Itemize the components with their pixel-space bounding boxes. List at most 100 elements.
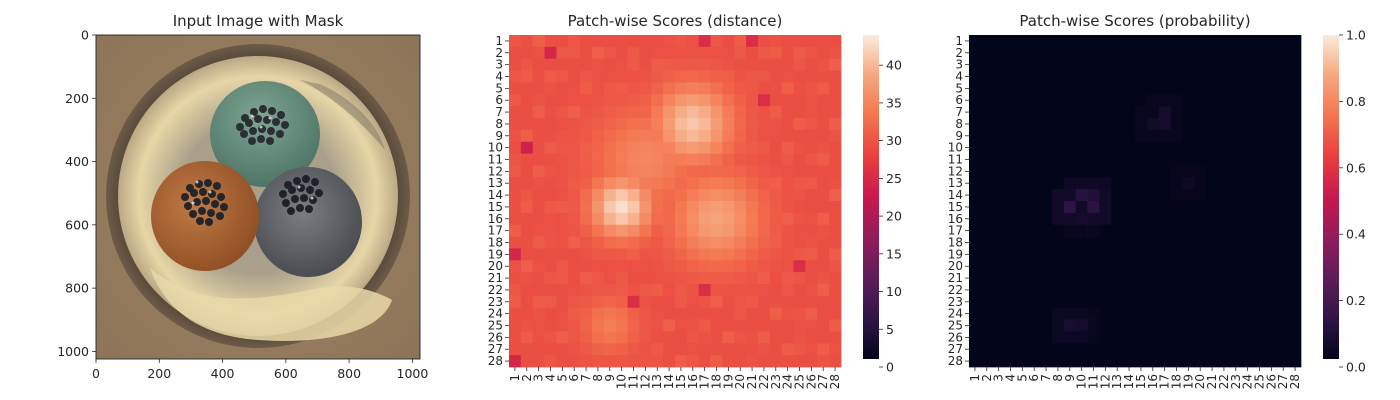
probability-cell xyxy=(1040,165,1053,178)
probability-cell xyxy=(1004,94,1017,107)
input-image xyxy=(96,35,420,359)
distance-colorbar-tick-label: 30 xyxy=(886,133,902,148)
distance-cell xyxy=(793,260,806,273)
distance-cell xyxy=(805,248,818,261)
probability-cell xyxy=(1040,295,1053,309)
distance-cell xyxy=(568,58,581,71)
probability-cell xyxy=(1206,307,1219,320)
distance-cell xyxy=(544,35,557,48)
distance-cell xyxy=(781,272,794,285)
probability-y-tick-label: 9 xyxy=(955,129,963,143)
distance-cell xyxy=(722,153,735,166)
probability-cell xyxy=(969,248,982,261)
probability-cell xyxy=(1004,236,1017,249)
distance-cell xyxy=(781,106,794,119)
probability-cell xyxy=(1052,141,1065,154)
distance-cell xyxy=(580,331,593,344)
distance-cell xyxy=(580,248,593,261)
probability-cell xyxy=(1158,70,1171,83)
probability-cell xyxy=(1182,189,1195,202)
probability-cell xyxy=(1028,141,1041,154)
distance-cell xyxy=(568,260,581,273)
distance-cell xyxy=(592,212,605,226)
probability-cell xyxy=(1182,118,1195,131)
distance-cell xyxy=(544,118,557,131)
distance-colorbar-tick-label: 25 xyxy=(886,171,902,186)
distance-cell xyxy=(829,248,842,261)
image-y-tick-label: 200 xyxy=(65,91,89,106)
distance-cell xyxy=(675,141,688,154)
distance-cell xyxy=(544,212,557,226)
distance-cell xyxy=(686,141,700,154)
probability-x-tick-label: 2 xyxy=(980,374,994,382)
probability-y-tick-label: 16 xyxy=(948,212,963,226)
probability-cell xyxy=(1170,201,1183,214)
distance-heatmap xyxy=(509,35,842,368)
probability-cell xyxy=(980,212,994,226)
distance-cell xyxy=(829,141,842,154)
distance-cell xyxy=(592,153,605,166)
probability-cell xyxy=(1289,35,1302,48)
probability-cell xyxy=(1099,106,1112,119)
distance-cell xyxy=(663,46,676,60)
probability-cell xyxy=(1253,82,1266,95)
distance-cell xyxy=(686,70,700,83)
probability-cell xyxy=(1170,307,1183,320)
probability-cell xyxy=(1087,248,1100,261)
distance-cell xyxy=(746,260,759,273)
distance-cell xyxy=(793,284,806,297)
distance-cell xyxy=(829,118,842,131)
probability-cell xyxy=(1004,295,1017,309)
distance-cell xyxy=(663,129,676,143)
distance-cell xyxy=(592,106,605,119)
distance-cell xyxy=(580,272,593,285)
distance-cell xyxy=(520,331,534,344)
distance-cell xyxy=(793,295,806,309)
probability-cell xyxy=(1265,319,1278,332)
probability-cell xyxy=(1158,260,1171,273)
distance-cell xyxy=(556,236,569,249)
distance-cell xyxy=(769,165,783,178)
distance-x-tick-label: 13 xyxy=(650,374,664,389)
distance-cell xyxy=(627,272,640,285)
probability-cell xyxy=(1146,46,1160,60)
probability-cell xyxy=(1218,307,1231,320)
probability-cell xyxy=(1052,70,1065,83)
distance-cell xyxy=(627,260,640,273)
distance-cell xyxy=(817,189,830,202)
probability-cell xyxy=(1170,260,1183,273)
distance-cell xyxy=(568,355,581,368)
distance-cell xyxy=(734,35,747,48)
distance-cell xyxy=(769,343,783,356)
probability-cell xyxy=(1253,248,1266,261)
probability-cell xyxy=(1111,355,1124,368)
distance-cell xyxy=(734,295,747,309)
probability-cell xyxy=(1182,212,1195,226)
probability-x-tick-label: 1 xyxy=(968,374,982,382)
distance-y-tick-label: 25 xyxy=(488,319,503,333)
probability-cell xyxy=(1099,177,1112,190)
probability-cell xyxy=(1040,70,1053,83)
distance-cell xyxy=(592,307,605,320)
probability-cell xyxy=(1075,272,1088,285)
distance-cell xyxy=(698,177,711,190)
distance-y-tick-label: 1 xyxy=(495,34,503,48)
probability-cell xyxy=(1087,319,1100,332)
distance-cell xyxy=(509,35,522,48)
probability-cell xyxy=(1146,331,1160,344)
distance-cell xyxy=(544,331,557,344)
distance-cell xyxy=(710,248,723,261)
probability-cell xyxy=(1075,177,1088,190)
distance-cell xyxy=(592,272,605,285)
probability-cell xyxy=(1277,236,1290,249)
distance-cell xyxy=(686,212,700,226)
probability-cell xyxy=(1253,70,1266,83)
probability-x-tick-label: 8 xyxy=(1051,374,1065,382)
probability-cell xyxy=(1182,248,1195,261)
distance-cell xyxy=(556,46,569,60)
probability-cell xyxy=(1004,260,1017,273)
probability-y-tick-label: 28 xyxy=(948,354,963,368)
probability-cell xyxy=(1277,165,1290,178)
probability-cell xyxy=(1135,248,1148,261)
distance-cell xyxy=(746,153,759,166)
